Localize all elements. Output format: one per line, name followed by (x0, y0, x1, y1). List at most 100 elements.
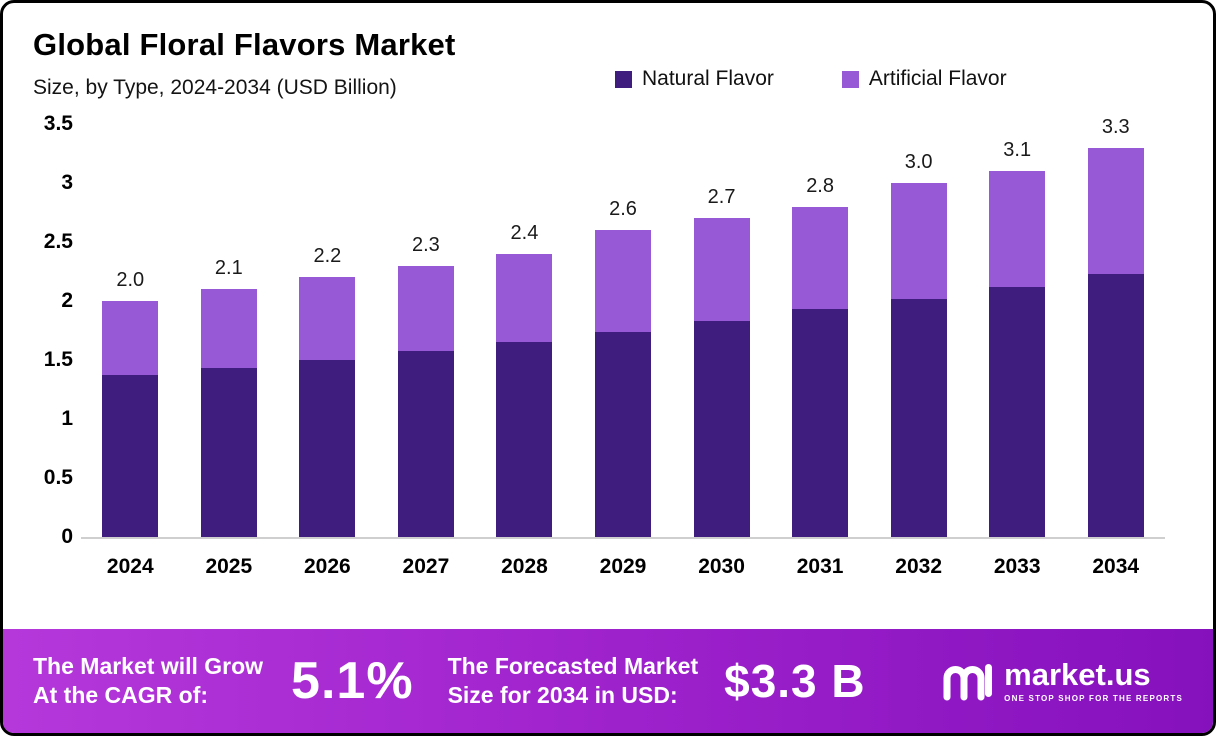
bar-group: 2.4 (475, 222, 574, 537)
brand-text: market.us ONE STOP SHOP FOR THE REPORTS (1004, 659, 1183, 703)
natural-flavor-segment (693, 321, 750, 537)
stacked-bar (299, 277, 356, 537)
stacked-bar (102, 301, 159, 537)
brand-name: market.us (1004, 657, 1151, 692)
bar-value-label: 2.6 (609, 198, 637, 221)
y-tick-label: 1 (61, 407, 73, 430)
natural-flavor-segment (496, 342, 553, 537)
bar-group: 3.3 (1066, 116, 1165, 537)
forecast-label-line1: The Forecasted Market (447, 653, 699, 680)
bar-group: 2.2 (278, 245, 377, 537)
brand-tagline: ONE STOP SHOP FOR THE REPORTS (1004, 694, 1183, 703)
bar-group: 2.0 (81, 269, 180, 537)
artificial-flavor-segment (102, 301, 159, 376)
natural-flavor-segment (102, 375, 159, 537)
forecast-label-line2: Size for 2034 in USD: (447, 682, 678, 708)
x-axis-label: 2034 (1092, 555, 1140, 578)
bar-group: 3.1 (968, 139, 1067, 537)
artificial-flavor-segment (496, 253, 553, 343)
stacked-bar (890, 183, 947, 537)
natural-flavor-segment (890, 298, 947, 537)
bar-value-label: 3.1 (1003, 139, 1032, 162)
y-tick-label: 2.5 (43, 230, 73, 253)
bar-value-label: 2.4 (510, 221, 539, 244)
plot-area: 2.0 2.1 2.2 2.3 2.4 2.6 2.7 2.8 3.0 3.1 3.3 (81, 116, 1165, 539)
natural-flavor-segment (200, 368, 257, 537)
y-axis: 3.5 3 2.5 2 1.5 1 0.5 0 (29, 112, 81, 548)
y-tick-label: 0.5 (43, 466, 73, 489)
x-axis-label: 2025 (205, 555, 253, 578)
stacked-bar (496, 253, 553, 537)
cagr-label-line2: At the CAGR of: (33, 682, 209, 708)
y-tick-label: 3.5 (43, 112, 73, 135)
x-axis-label: 2030 (698, 555, 745, 578)
bar-group: 2.7 (672, 186, 771, 537)
stacked-bar (397, 265, 454, 537)
y-tick-label: 3 (61, 171, 73, 194)
x-axis-label: 2031 (796, 555, 844, 578)
artificial-flavor-segment (890, 183, 947, 299)
bar-value-label: 2.7 (707, 186, 736, 209)
x-axis-label: 2032 (895, 555, 942, 578)
natural-flavor-segment (299, 360, 356, 537)
bar-group: 2.1 (180, 257, 279, 537)
bar-group: 2.8 (771, 175, 870, 537)
plot-column: 2.0 2.1 2.2 2.3 2.4 2.6 2.7 2.8 3.0 3.1 3.3 2024 20… (81, 116, 1165, 579)
brand-logo-icon (943, 664, 993, 701)
chart-subtitle: Size, by Type, 2024-2034 (USD Billion) (33, 76, 397, 99)
bar-group: 2.6 (574, 198, 673, 537)
cagr-label-line1: The Market will Grow (33, 653, 264, 680)
artificial-flavor-segment (299, 277, 356, 360)
y-tick-label: 1.5 (43, 348, 73, 371)
chart-area: 3.5 3 2.5 2 1.5 1 0.5 0 2.0 2.1 2.2 2.3 2.4 2.6 2.7 2.… (3, 100, 1213, 579)
natural-flavor-segment (397, 350, 454, 537)
x-axis-label: 2027 (402, 555, 450, 578)
x-axis-label: 2024 (106, 555, 154, 578)
chart-header: Global Floral Flavors Market Size, by Ty… (3, 3, 1213, 100)
stacked-bar (200, 289, 257, 537)
legend-label: Natural Flavor (642, 67, 774, 90)
stacked-bar (693, 218, 750, 537)
y-tick-label: 0 (61, 525, 73, 548)
legend-item-artificial-flavor: Artificial Flavor (841, 67, 1007, 91)
bar-value-label: 2.8 (806, 174, 834, 197)
bar-group: 3.0 (869, 151, 968, 537)
bar-value-label: 3.0 (904, 151, 933, 174)
bar-group: 2.3 (377, 234, 476, 537)
legend-item-natural-flavor: Natural Flavor (615, 67, 774, 91)
natural-flavor-swatch-icon (615, 70, 632, 88)
stacked-bar (989, 171, 1046, 537)
chart-legend: Natural Flavor Artificial Flavor (615, 67, 1007, 91)
forecast-value: $3.3 B (724, 655, 866, 707)
bar-value-label: 2.2 (313, 245, 342, 268)
artificial-flavor-segment (595, 230, 651, 332)
stacked-bar (1087, 147, 1144, 537)
cagr-value: 5.1% (291, 652, 414, 710)
x-axis-label: 2026 (304, 555, 351, 578)
cagr-label: The Market will Grow At the CAGR of: (33, 652, 263, 710)
bar-value-label: 3.3 (1101, 115, 1130, 138)
y-tick-label: 2 (61, 289, 73, 312)
footer-banner: The Market will Grow At the CAGR of: 5.1… (3, 629, 1213, 733)
x-axis: 2024 2025 2026 2027 2028 2029 2030 2031 2032 2033… (81, 555, 1165, 579)
natural-flavor-segment (1087, 273, 1144, 537)
artificial-flavor-segment (397, 265, 454, 351)
natural-flavor-segment (989, 286, 1046, 537)
bar-value-label: 2.1 (214, 257, 243, 280)
x-axis-label: 2033 (993, 555, 1041, 578)
x-axis-label: 2028 (501, 555, 548, 578)
artificial-flavor-swatch-icon (841, 70, 859, 88)
stacked-bar (595, 230, 651, 537)
brand-logo: market.us ONE STOP SHOP FOR THE REPORTS (940, 659, 1183, 703)
artificial-flavor-segment (693, 218, 750, 322)
x-axis-label: 2029 (599, 555, 647, 578)
bar-value-label: 2.3 (412, 233, 440, 256)
natural-flavor-segment (595, 331, 651, 537)
stacked-bar (792, 206, 849, 537)
legend-label: Artificial Flavor (868, 67, 1007, 90)
natural-flavor-segment (792, 309, 849, 537)
forecast-label: The Forecasted Market Size for 2034 in U… (448, 652, 699, 710)
artificial-flavor-segment (200, 289, 257, 369)
artificial-flavor-segment (1087, 147, 1144, 274)
